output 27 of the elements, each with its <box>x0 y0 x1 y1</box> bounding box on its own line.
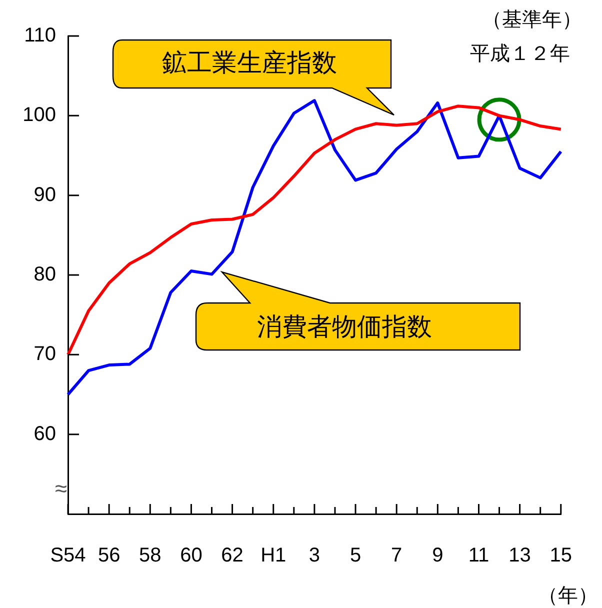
y-tick-label: 100 <box>22 104 56 126</box>
x-tick-label: 3 <box>308 544 320 567</box>
x-tick-label: 5 <box>350 544 362 567</box>
y-tick-label: 90 <box>34 184 56 206</box>
x-axis-title: （年） <box>538 585 598 607</box>
text: ≈ <box>55 476 68 501</box>
x-tick-label: 56 <box>98 544 120 567</box>
text: （基準年） <box>482 9 582 31</box>
y-tick-label: 80 <box>34 264 56 286</box>
y-tick-label: 60 <box>34 422 56 445</box>
annotation: 鉱工業生産指数 <box>162 49 337 77</box>
x-tick-label: H1 <box>260 544 286 567</box>
x-tick-label: 7 <box>391 544 402 567</box>
annotation: 消費者物価指数 <box>257 313 432 341</box>
x-tick-label: S54 <box>50 544 86 567</box>
speech-bubble: 鉱工業生産指数 <box>112 39 397 117</box>
y-tick-label: 70 <box>34 343 56 366</box>
x-tick-label: 13 <box>508 544 531 567</box>
annotation: 平成１２年 <box>470 43 570 65</box>
x-tick-label: 11 <box>468 544 490 567</box>
x-tick-label: 62 <box>221 544 244 567</box>
x-tick-label: 15 <box>550 544 572 567</box>
x-tick-label: 9 <box>432 544 444 567</box>
x-tick-label: 60 <box>180 544 202 567</box>
y-tick-label: 110 <box>24 24 56 47</box>
speech-bubble: 消費者物価指数 <box>195 270 522 352</box>
x-tick-label: 58 <box>139 544 162 567</box>
